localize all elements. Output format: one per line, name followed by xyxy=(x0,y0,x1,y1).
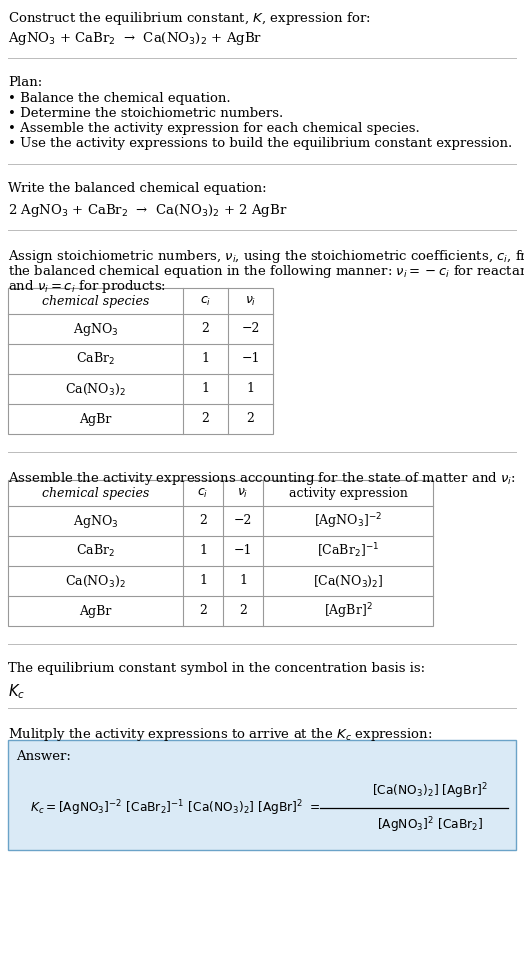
Text: 2: 2 xyxy=(202,322,210,336)
Text: Construct the equilibrium constant, $K$, expression for:: Construct the equilibrium constant, $K$,… xyxy=(8,10,370,27)
Text: Assign stoichiometric numbers, $\nu_i$, using the stoichiometric coefficients, $: Assign stoichiometric numbers, $\nu_i$, … xyxy=(8,248,524,265)
Text: 1: 1 xyxy=(199,574,207,588)
Text: $c_i$: $c_i$ xyxy=(200,294,211,308)
Text: [AgBr]$^2$: [AgBr]$^2$ xyxy=(324,601,373,620)
Text: the balanced chemical equation in the following manner: $\nu_i = -c_i$ for react: the balanced chemical equation in the fo… xyxy=(8,263,524,280)
Text: activity expression: activity expression xyxy=(289,486,408,500)
Text: $[\mathrm{AgNO_3}]^2\ [\mathrm{CaBr_2}]$: $[\mathrm{AgNO_3}]^2\ [\mathrm{CaBr_2}]$ xyxy=(377,815,483,835)
Text: chemical species: chemical species xyxy=(42,294,149,308)
Text: −2: −2 xyxy=(234,514,252,527)
Text: 2 AgNO$_3$ + CaBr$_2$  →  Ca(NO$_3$)$_2$ + 2 AgBr: 2 AgNO$_3$ + CaBr$_2$ → Ca(NO$_3$)$_2$ +… xyxy=(8,202,287,219)
Text: The equilibrium constant symbol in the concentration basis is:: The equilibrium constant symbol in the c… xyxy=(8,662,425,675)
Text: 2: 2 xyxy=(199,514,207,527)
Text: 2: 2 xyxy=(239,604,247,618)
Text: Assemble the activity expressions accounting for the state of matter and $\nu_i$: Assemble the activity expressions accoun… xyxy=(8,470,516,487)
Text: Ca(NO$_3$)$_2$: Ca(NO$_3$)$_2$ xyxy=(65,573,126,589)
Text: Ca(NO$_3$)$_2$: Ca(NO$_3$)$_2$ xyxy=(65,382,126,397)
FancyBboxPatch shape xyxy=(8,740,516,850)
Text: • Determine the stoichiometric numbers.: • Determine the stoichiometric numbers. xyxy=(8,107,283,120)
Text: $\nu_i$: $\nu_i$ xyxy=(245,294,256,308)
Text: $[\mathrm{Ca(NO_3)_2}]\ [\mathrm{AgBr}]^2$: $[\mathrm{Ca(NO_3)_2}]\ [\mathrm{AgBr}]^… xyxy=(372,782,488,801)
Text: −1: −1 xyxy=(234,545,252,557)
Text: −2: −2 xyxy=(242,322,260,336)
Text: chemical species: chemical species xyxy=(42,486,149,500)
Text: 1: 1 xyxy=(202,383,210,395)
Text: • Use the activity expressions to build the equilibrium constant expression.: • Use the activity expressions to build … xyxy=(8,137,512,150)
Text: 1: 1 xyxy=(199,545,207,557)
Text: $K_c = [\mathrm{AgNO_3}]^{-2}\ [\mathrm{CaBr_2}]^{-1}\ [\mathrm{Ca(NO_3)_2}]\ [\: $K_c = [\mathrm{AgNO_3}]^{-2}\ [\mathrm{… xyxy=(30,799,320,818)
Text: • Assemble the activity expression for each chemical species.: • Assemble the activity expression for e… xyxy=(8,122,420,135)
Text: Answer:: Answer: xyxy=(16,750,71,763)
Text: $c_i$: $c_i$ xyxy=(198,486,209,500)
Text: Mulitply the activity expressions to arrive at the $K_c$ expression:: Mulitply the activity expressions to arr… xyxy=(8,726,432,743)
Text: CaBr$_2$: CaBr$_2$ xyxy=(76,351,115,367)
Text: AgNO$_3$ + CaBr$_2$  →  Ca(NO$_3$)$_2$ + AgBr: AgNO$_3$ + CaBr$_2$ → Ca(NO$_3$)$_2$ + A… xyxy=(8,30,262,47)
Text: 2: 2 xyxy=(202,412,210,426)
Text: 2: 2 xyxy=(199,604,207,618)
Text: 1: 1 xyxy=(239,574,247,588)
Text: AgBr: AgBr xyxy=(79,412,112,426)
Text: and $\nu_i = c_i$ for products:: and $\nu_i = c_i$ for products: xyxy=(8,278,166,295)
Text: 1: 1 xyxy=(202,353,210,365)
Text: AgBr: AgBr xyxy=(79,604,112,618)
Text: 1: 1 xyxy=(246,383,255,395)
Text: [AgNO$_3$]$^{-2}$: [AgNO$_3$]$^{-2}$ xyxy=(314,511,382,530)
Bar xyxy=(8,480,433,626)
Text: CaBr$_2$: CaBr$_2$ xyxy=(76,543,115,559)
Text: $\nu_i$: $\nu_i$ xyxy=(237,486,249,500)
Text: [CaBr$_2$]$^{-1}$: [CaBr$_2$]$^{-1}$ xyxy=(317,542,379,560)
Text: [Ca(NO$_3$)$_2$]: [Ca(NO$_3$)$_2$] xyxy=(313,573,384,589)
Text: Write the balanced chemical equation:: Write the balanced chemical equation: xyxy=(8,182,267,195)
Text: AgNO$_3$: AgNO$_3$ xyxy=(73,512,118,529)
Text: 2: 2 xyxy=(247,412,255,426)
Bar xyxy=(8,288,273,434)
Text: AgNO$_3$: AgNO$_3$ xyxy=(73,320,118,338)
Text: −1: −1 xyxy=(241,353,260,365)
Text: Plan:: Plan: xyxy=(8,76,42,89)
Text: $K_c$: $K_c$ xyxy=(8,682,25,701)
Text: • Balance the chemical equation.: • Balance the chemical equation. xyxy=(8,92,231,105)
